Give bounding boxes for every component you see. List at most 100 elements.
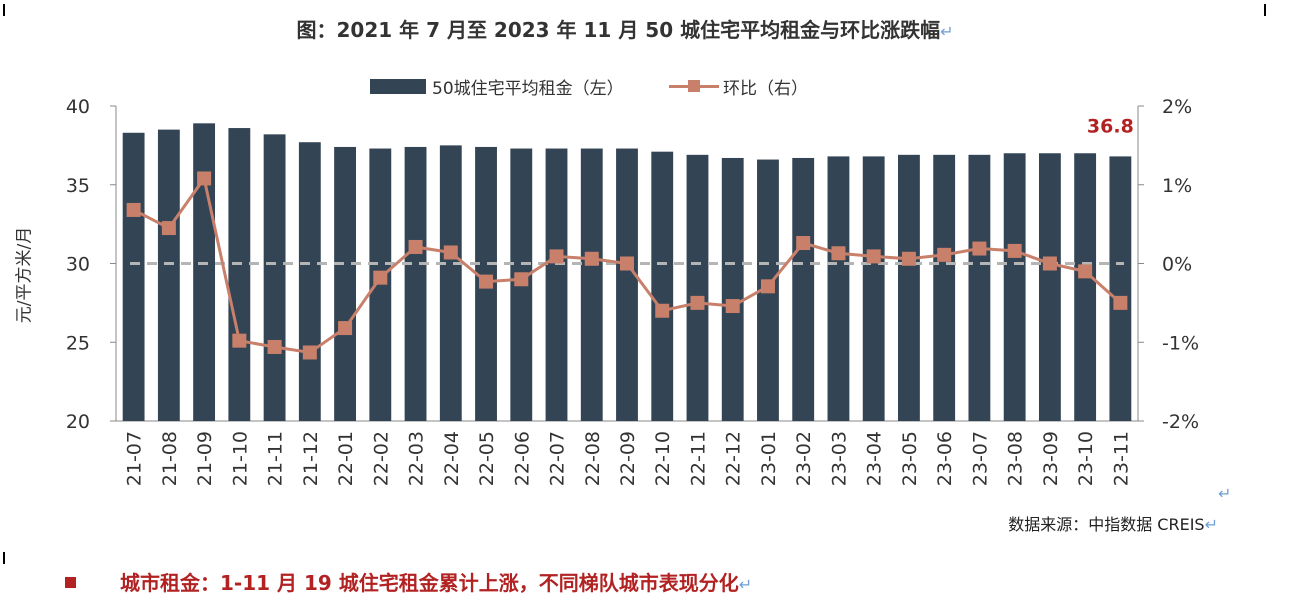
- bar: [686, 154, 709, 421]
- bar: [404, 146, 427, 421]
- bar: [968, 154, 991, 421]
- line-point: [831, 246, 846, 261]
- line-point: [655, 303, 670, 318]
- line-point: [126, 202, 141, 217]
- bar: [369, 148, 392, 421]
- bar: [263, 134, 286, 421]
- bar: [862, 156, 885, 421]
- x-tick-label: 22-09: [617, 431, 639, 486]
- line-point: [760, 279, 775, 294]
- bar: [898, 154, 920, 421]
- line-point: [302, 345, 317, 360]
- line-point: [584, 251, 599, 266]
- line-point: [408, 239, 423, 254]
- bar: [334, 146, 356, 421]
- bar: [827, 156, 850, 421]
- x-tick-label: 22-04: [441, 431, 463, 486]
- x-tick-label: 23-05: [899, 431, 921, 486]
- x-tick-label: 22-03: [406, 431, 428, 486]
- x-tick-label: 21-08: [159, 431, 181, 486]
- line-point: [161, 221, 176, 236]
- x-tick-label: 23-04: [864, 431, 886, 486]
- bar: [439, 145, 462, 421]
- y2-tick-label: 1%: [1162, 175, 1192, 197]
- chart-title-text: 图：2021 年 7 月至 2023 年 11 月 50 城住宅平均租金与环比涨…: [296, 18, 941, 42]
- bar: [792, 157, 815, 421]
- line-point: [479, 274, 494, 289]
- x-tick-label: 21-07: [124, 431, 146, 486]
- y2-tick-label: 0%: [1162, 254, 1192, 276]
- line-point: [514, 272, 529, 287]
- x-tick-label: 23-09: [1040, 431, 1062, 486]
- line-point: [338, 321, 353, 336]
- bullet-square-icon: [65, 577, 76, 588]
- bar: [616, 148, 638, 421]
- line-point: [725, 299, 740, 314]
- line-point: [866, 249, 881, 264]
- x-tick-label: 22-10: [652, 431, 674, 486]
- y2-tick-label: 2%: [1162, 96, 1192, 118]
- y-tick-label: 40: [66, 96, 90, 118]
- legend-item-bar: 50城住宅平均租金（左）: [370, 74, 624, 99]
- line-point: [1113, 295, 1128, 310]
- line-point: [1007, 243, 1022, 258]
- x-tick-label: 21-11: [265, 431, 287, 486]
- x-tick-label: 23-07: [969, 431, 991, 486]
- y-tick-label: 30: [66, 254, 90, 276]
- line-point: [620, 256, 634, 271]
- legend-line-label: 环比（右）: [723, 79, 809, 99]
- x-tick-label: 23-08: [1005, 431, 1027, 486]
- section-heading: 城市租金：1-11 月 19 城住宅租金累计上涨，不同梯队城市表现分化↵: [65, 567, 752, 596]
- x-tick-label: 23-06: [934, 431, 956, 486]
- bar: [122, 132, 145, 421]
- corner-mark-top-left: [3, 4, 5, 16]
- bar: [545, 148, 568, 421]
- x-tick-label: 21-10: [229, 431, 251, 486]
- x-tick-label: 23-01: [758, 431, 780, 486]
- chart-title: 图：2021 年 7 月至 2023 年 11 月 50 城住宅平均租金与环比涨…: [0, 14, 1250, 43]
- line-point: [796, 236, 811, 251]
- x-tick-label: 22-11: [687, 431, 709, 486]
- x-tick-label: 21-12: [300, 431, 322, 486]
- return-mark: ↵: [738, 575, 753, 594]
- line-point: [1042, 256, 1057, 271]
- section-heading-text: 城市租金：1-11 月 19 城住宅租金累计上涨，不同梯队城市表现分化: [120, 571, 739, 595]
- bar: [1038, 153, 1061, 421]
- legend-item-line: 环比（右）: [669, 74, 808, 99]
- bar: [721, 157, 744, 421]
- y-tick-label: 35: [66, 175, 90, 197]
- annotation-last-value: 36.8: [1087, 115, 1134, 137]
- line-point: [690, 295, 705, 310]
- line-point: [549, 249, 564, 264]
- line-point: [1078, 264, 1093, 279]
- bar: [1074, 153, 1097, 421]
- y-tick-label: 25: [66, 332, 90, 354]
- x-tick-label: 22-08: [582, 431, 604, 486]
- x-tick-label: 23-11: [1110, 431, 1132, 486]
- x-tick-label: 23-10: [1075, 431, 1097, 486]
- legend: 50城住宅平均租金（左） 环比（右）: [370, 74, 848, 99]
- x-tick-label: 22-07: [547, 431, 569, 486]
- x-tick-label: 22-06: [511, 431, 533, 486]
- x-tick-label: 23-03: [828, 431, 850, 486]
- source-text: 数据来源：中指数据 CREIS: [1008, 515, 1205, 534]
- x-tick-label: 23-02: [793, 431, 815, 486]
- x-tick-label: 22-02: [370, 431, 392, 486]
- x-tick-label: 22-12: [723, 431, 745, 486]
- bar: [580, 148, 603, 421]
- bar: [1109, 156, 1132, 421]
- corner-mark-top-right: [1264, 4, 1266, 16]
- x-tick-label: 22-05: [476, 431, 498, 486]
- bar: [298, 142, 321, 421]
- bar: [228, 128, 251, 422]
- y2-tick-label: -1%: [1162, 332, 1199, 354]
- x-tick-label: 21-09: [194, 431, 216, 486]
- line-point: [901, 251, 916, 266]
- legend-bar-label: 50城住宅平均租金（左）: [432, 79, 624, 99]
- source-note: 数据来源：中指数据 CREIS↵: [1008, 511, 1218, 535]
- line-point: [197, 171, 212, 186]
- x-tick-label: 22-01: [335, 431, 357, 486]
- line-point: [972, 241, 987, 256]
- bar: [1003, 153, 1026, 421]
